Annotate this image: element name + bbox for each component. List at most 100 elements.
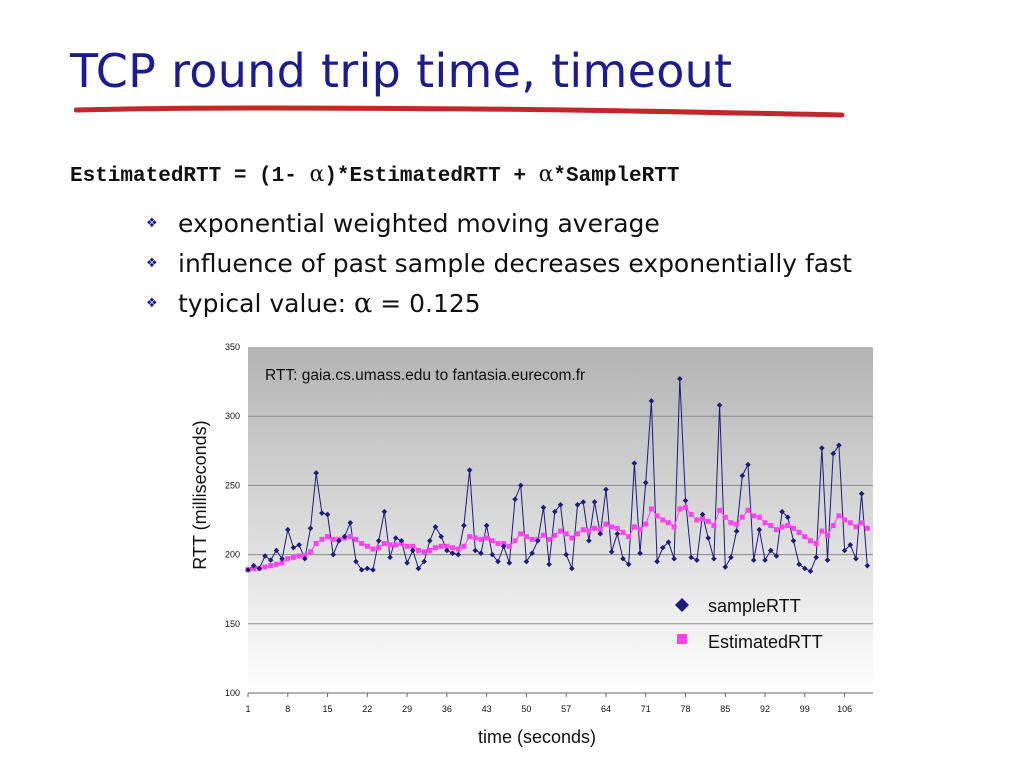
point-estimatedrtt bbox=[586, 528, 592, 534]
point-samplertt bbox=[688, 554, 694, 561]
point-estimatedrtt bbox=[461, 543, 467, 549]
diamond-cross-icon: ❖ bbox=[146, 296, 158, 311]
point-estimatedrtt bbox=[648, 506, 654, 512]
point-estimatedrtt bbox=[694, 517, 700, 523]
point-samplertt bbox=[375, 537, 382, 544]
point-samplertt bbox=[767, 547, 774, 554]
point-samplertt bbox=[512, 496, 518, 503]
point-estimatedrtt bbox=[455, 546, 461, 552]
point-samplertt bbox=[409, 547, 416, 554]
point-samplertt bbox=[364, 565, 371, 572]
point-estimatedrtt bbox=[478, 536, 484, 542]
point-estimatedrtt bbox=[705, 518, 711, 524]
point-samplertt bbox=[358, 567, 365, 573]
point-samplertt bbox=[534, 537, 541, 544]
point-samplertt bbox=[466, 467, 473, 473]
point-samplertt bbox=[506, 560, 513, 566]
point-samplertt bbox=[381, 508, 388, 515]
point-estimatedrtt bbox=[813, 541, 819, 547]
point-samplertt bbox=[557, 501, 564, 508]
point-samplertt bbox=[489, 551, 496, 558]
point-estimatedrtt bbox=[842, 517, 848, 523]
point-samplertt bbox=[762, 557, 768, 563]
point-samplertt bbox=[591, 499, 598, 505]
x-tick-label: 15 bbox=[323, 704, 333, 714]
point-samplertt bbox=[614, 531, 621, 537]
y-tick-label: 350 bbox=[225, 342, 240, 352]
point-estimatedrtt bbox=[370, 546, 376, 552]
point-samplertt bbox=[279, 555, 285, 562]
point-estimatedrtt bbox=[308, 549, 313, 555]
point-estimatedrtt bbox=[387, 542, 393, 548]
point-estimatedrtt bbox=[836, 513, 842, 519]
point-estimatedrtt bbox=[273, 561, 279, 567]
point-estimatedrtt bbox=[688, 511, 694, 517]
alpha-symbol: α bbox=[354, 288, 373, 319]
point-samplertt bbox=[677, 376, 683, 382]
point-estimatedrtt bbox=[796, 529, 802, 535]
diamond-cross-icon: ❖ bbox=[146, 216, 158, 231]
point-estimatedrtt bbox=[296, 553, 302, 559]
x-axis-ticks: 1 8 15 22 29 36 43 50 57 64 71 78 85 92 99 106 bbox=[245, 693, 852, 714]
point-estimatedrtt bbox=[558, 528, 563, 534]
point-estimatedrtt bbox=[768, 523, 774, 529]
point-estimatedrtt bbox=[569, 535, 575, 541]
x-tick-label: 43 bbox=[482, 704, 492, 714]
point-samplertt bbox=[802, 565, 808, 572]
point-samplertt bbox=[330, 551, 337, 558]
point-samplertt bbox=[449, 550, 456, 557]
ewma-formula: EstimatedRTT = (1- α)*EstimatedRTT + α*S… bbox=[70, 162, 679, 188]
alpha-symbol: α bbox=[538, 162, 554, 187]
y-tick-label: 100 bbox=[225, 688, 240, 698]
point-samplertt bbox=[853, 555, 859, 562]
point-samplertt bbox=[773, 553, 780, 559]
y-tick-label: 250 bbox=[225, 480, 240, 490]
formula-part-2: )*EstimatedRTT + bbox=[324, 165, 539, 188]
point-estimatedrtt bbox=[762, 520, 768, 526]
point-samplertt bbox=[370, 567, 376, 573]
point-estimatedrtt bbox=[808, 538, 813, 544]
x-tick-label: 92 bbox=[760, 704, 770, 714]
point-samplertt bbox=[665, 539, 672, 545]
point-estimatedrtt bbox=[592, 525, 598, 531]
point-estimatedrtt bbox=[415, 547, 421, 553]
y-axis-ticks: 100 150 200 250 300 350 bbox=[225, 342, 240, 698]
point-samplertt bbox=[432, 524, 439, 530]
point-samplertt bbox=[597, 531, 604, 537]
legend-marker-estimatedrtt bbox=[677, 634, 687, 644]
point-estimatedrtt bbox=[575, 531, 581, 537]
point-estimatedrtt bbox=[444, 543, 450, 549]
title-underline bbox=[74, 105, 845, 118]
point-samplertt bbox=[415, 565, 422, 572]
point-estimatedrtt bbox=[404, 543, 410, 549]
point-estimatedrtt bbox=[325, 534, 331, 540]
point-samplertt bbox=[296, 542, 302, 548]
bullet-text: exponential weighted moving average bbox=[178, 209, 660, 238]
y-tick-label: 150 bbox=[225, 619, 240, 629]
point-estimatedrtt bbox=[597, 527, 603, 533]
point-samplertt bbox=[341, 533, 348, 540]
bullet-item: ❖ typical value: α = 0.125 bbox=[146, 286, 852, 326]
point-samplertt bbox=[529, 550, 535, 557]
y-tick-label: 200 bbox=[225, 550, 240, 560]
grid bbox=[248, 415, 873, 694]
point-samplertt bbox=[711, 555, 717, 562]
point-estimatedrtt bbox=[700, 516, 706, 522]
point-samplertt bbox=[779, 508, 785, 515]
point-samplertt bbox=[455, 551, 462, 558]
point-samplertt bbox=[625, 561, 632, 568]
point-estimatedrtt bbox=[330, 536, 336, 542]
formula-part-1: EstimatedRTT = (1- bbox=[70, 165, 310, 188]
point-estimatedrtt bbox=[353, 536, 359, 542]
point-estimatedrtt bbox=[665, 520, 671, 526]
point-samplertt bbox=[387, 554, 393, 561]
point-samplertt bbox=[250, 562, 257, 569]
point-estimatedrtt bbox=[751, 513, 757, 519]
point-estimatedrtt bbox=[711, 523, 717, 529]
point-estimatedrtt bbox=[756, 514, 762, 520]
point-samplertt bbox=[427, 537, 433, 544]
point-estimatedrtt bbox=[660, 517, 666, 523]
x-tick-label: 64 bbox=[601, 704, 611, 714]
point-samplertt bbox=[569, 565, 575, 572]
